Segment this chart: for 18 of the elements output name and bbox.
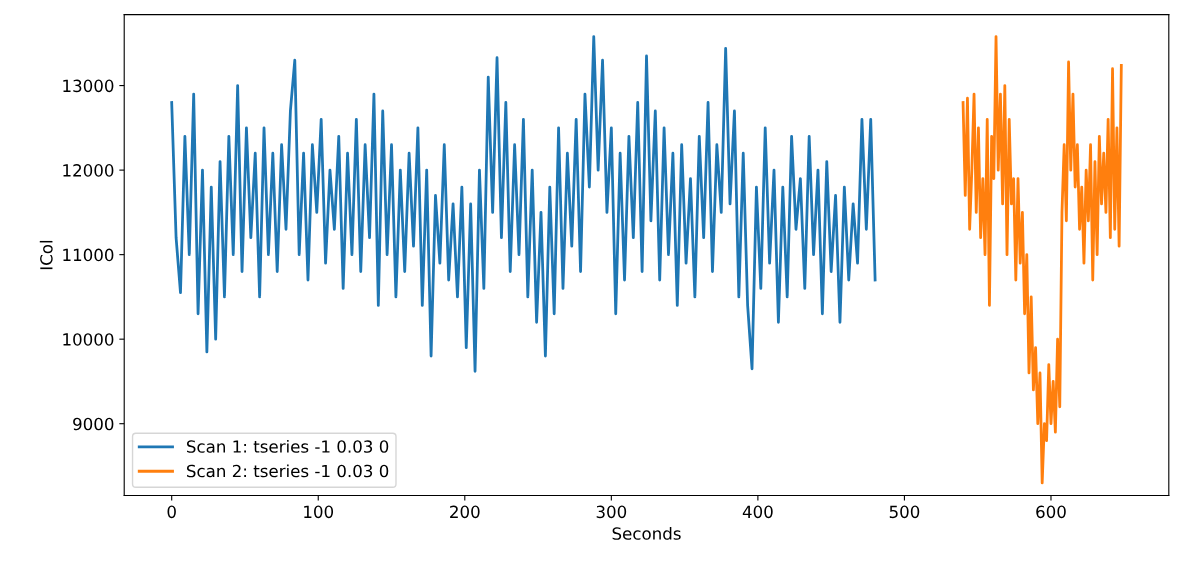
line-series	[170, 35, 877, 373]
y-tick-label: 10000	[63, 333, 114, 346]
y-tick-label: 9000	[73, 417, 114, 431]
x-tick-label: 100	[304, 505, 334, 519]
x-tick-label: 500	[889, 505, 920, 519]
x-tick-label: 400	[742, 505, 773, 519]
y-tick-label: 12000	[63, 164, 114, 177]
x-tick-label: 0	[167, 505, 176, 519]
x-tick-label: 200	[450, 505, 480, 519]
line-series	[961, 35, 1123, 485]
x-tick-label: 600	[1036, 505, 1066, 519]
y-tick-label: 11000	[63, 248, 114, 262]
x-axis-title: Seconds	[612, 526, 681, 540]
y-tick-label: 13000	[63, 79, 114, 93]
x-tick-label: 300	[596, 505, 627, 519]
legend-label: Scan 2: tseries -1 0.03 0	[186, 464, 389, 478]
legend-label: Scan 1: tseries -1 0.03 0	[186, 439, 389, 453]
y-axis-title: ICol	[39, 240, 53, 270]
